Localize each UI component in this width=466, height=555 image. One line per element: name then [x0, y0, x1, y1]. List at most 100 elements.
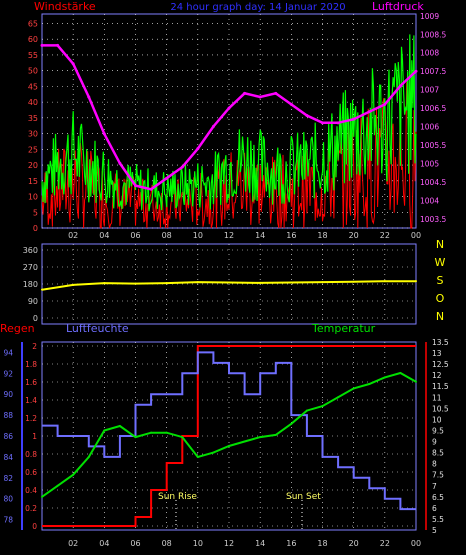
- temperature-point: [399, 371, 402, 374]
- wind-tick-label: 65: [28, 19, 38, 28]
- rain-tick-label: 1.8: [25, 360, 37, 369]
- pressure-tick-label: 1004.5: [420, 178, 446, 187]
- humidity-tick-label: 92: [3, 369, 13, 378]
- temperature-point: [41, 495, 43, 498]
- humidity-line: [42, 351, 416, 511]
- pressure-tick-label: 1005.5: [420, 141, 446, 150]
- x-tick-label: 10: [193, 231, 203, 240]
- x-tick-label: 06: [130, 231, 140, 240]
- direction-point: [165, 282, 168, 285]
- rain-tick-label: 0: [32, 522, 37, 531]
- temperature-tick-label: 8.5: [432, 449, 444, 458]
- x-tick-label: 08: [162, 231, 172, 240]
- direction-point: [383, 280, 386, 283]
- pressure-tick-label: 1007: [420, 86, 439, 95]
- direction-tick-label: 180: [23, 280, 38, 289]
- temperature-tick-label: 6.5: [432, 493, 444, 502]
- temperature-tick-label: 6: [432, 504, 437, 513]
- pressure-tick-label: 1007.5: [420, 67, 446, 76]
- rain-tick-label: 2: [32, 342, 37, 351]
- temperature-point: [165, 431, 168, 434]
- pressure-point: [40, 43, 44, 47]
- pressure-series: [40, 43, 418, 191]
- x-tick-label: 20: [349, 539, 359, 548]
- rain-tick-label: 0.2: [25, 504, 37, 513]
- pressure-point: [274, 91, 278, 95]
- direction-tick-label: 90: [28, 297, 38, 306]
- x-tick-label: 14: [255, 231, 265, 240]
- temperature-tick-label: 9.5: [432, 426, 444, 435]
- humidity-tick-label: 86: [3, 432, 13, 441]
- rain-tick-label: 1.6: [25, 378, 37, 387]
- x-tick-label: 00: [411, 231, 421, 240]
- temperature-point: [243, 440, 246, 443]
- wind-tick-label: 25: [28, 145, 38, 154]
- temperature-tick-label: 5: [432, 526, 437, 535]
- temperature-point: [352, 387, 355, 390]
- temperature-tick-label: 9: [432, 438, 437, 447]
- rain-tick-label: 0.8: [25, 450, 37, 459]
- direction-series: [41, 280, 417, 291]
- temperature-tick-label: 11.5: [432, 382, 449, 391]
- wind-tick-label: 10: [28, 193, 38, 202]
- pressure-point: [227, 106, 231, 110]
- compass-label: O: [436, 292, 445, 305]
- wind-tick-label: 0: [33, 224, 38, 233]
- direction-point: [290, 281, 293, 284]
- pressure-point: [196, 147, 200, 151]
- pressure-point: [149, 187, 153, 191]
- pressure-point: [134, 184, 137, 188]
- humidity-tick-label: 84: [3, 453, 13, 462]
- x-tick-label: 16: [286, 231, 296, 240]
- sunrise-label: Sun Rise: [158, 492, 197, 502]
- bottom-series: [41, 345, 417, 527]
- humidity-tick-label: 78: [3, 516, 13, 525]
- pressure-point: [383, 102, 387, 106]
- temperature-point: [337, 396, 340, 399]
- pressure-point: [211, 125, 215, 129]
- temperature-point: [228, 444, 230, 447]
- direction-tick-label: 360: [23, 246, 38, 255]
- temperature-tick-label: 5.5: [432, 515, 444, 524]
- humidity-tick-label: 80: [3, 495, 13, 504]
- pressure-tick-label: 1006.5: [420, 104, 446, 113]
- pressure-tick-label: 1009: [420, 12, 439, 21]
- humidity-label: Luftfeuchte: [66, 322, 129, 335]
- header-center-title: 24 hour graph day: 14 Januar 2020: [170, 2, 345, 13]
- humidity-tick-label: 90: [3, 390, 13, 399]
- x-tick-label: 04: [99, 231, 109, 240]
- x-tick-label: 16: [286, 539, 296, 548]
- temperature-tick-label: 10.5: [432, 404, 449, 413]
- compass-label: N: [436, 238, 444, 251]
- pressure-point: [180, 165, 184, 169]
- temperature-point: [196, 456, 199, 459]
- temperature-point: [383, 376, 386, 379]
- rain-line: [42, 345, 416, 527]
- pressure-tick-label: 1006: [420, 123, 439, 132]
- axis-ticks: 051015202530354045505560651003.510041004…: [3, 12, 448, 548]
- pressure-point: [56, 43, 60, 47]
- pressure-point: [336, 121, 340, 125]
- humidity-tick-label: 82: [3, 474, 13, 483]
- pressure-point: [258, 95, 262, 99]
- temperature-point: [72, 473, 75, 476]
- direction-point: [415, 280, 417, 283]
- rain-label: Regen: [0, 322, 35, 335]
- temperature-point: [150, 431, 153, 434]
- rain-tick-label: 0.6: [25, 468, 37, 477]
- wind-tick-label: 35: [28, 114, 38, 123]
- x-tick-label: 22: [380, 231, 390, 240]
- pressure-point: [243, 91, 247, 95]
- temperature-point: [259, 436, 262, 439]
- temperature-point: [290, 422, 293, 425]
- wind-tick-label: 55: [28, 51, 38, 60]
- pressure-point: [165, 176, 169, 180]
- direction-point: [41, 288, 43, 291]
- temperature-point: [103, 429, 106, 432]
- direction-tick-label: 270: [23, 263, 38, 272]
- wind-avg-line: [41, 81, 417, 229]
- direction-point: [103, 282, 106, 285]
- pressure-point: [71, 62, 75, 66]
- wind-tick-label: 60: [28, 35, 38, 44]
